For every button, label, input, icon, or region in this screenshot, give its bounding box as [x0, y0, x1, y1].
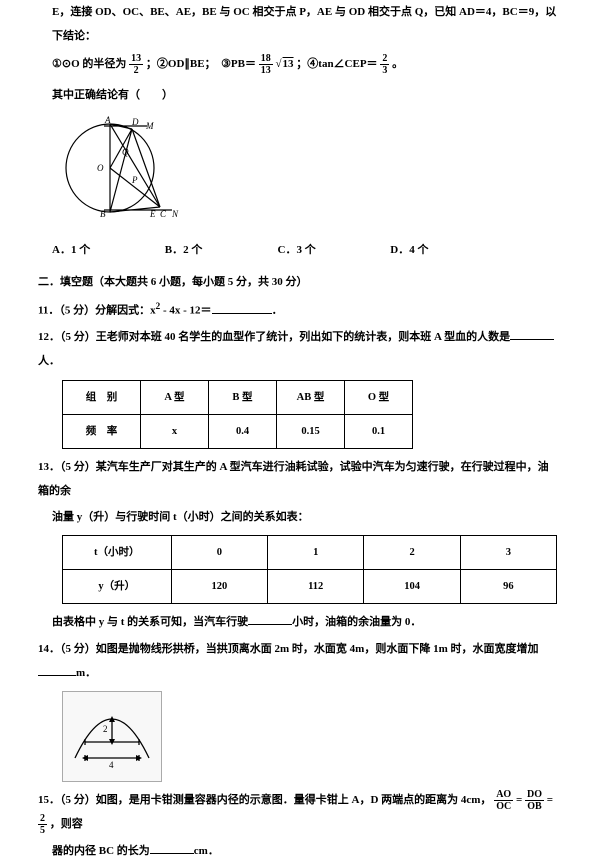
frac-do-ob: DOOB	[525, 789, 544, 812]
table-row: y（升） 120 112 104 96	[63, 570, 557, 604]
q11-suffix: ．	[272, 305, 283, 317]
q14-text: 14．（5 分）如图是抛物线形拱桥，当拱顶离水面 2m 时，水面宽 4m，则水面…	[38, 637, 557, 685]
q13-table: t（小时） 0 1 2 3 y（升） 120 112 104 96	[62, 535, 557, 604]
q13-t3b: 小时，油箱的余油量为 0．	[292, 616, 421, 628]
q13-text3: 由表格中 y 与 t 的关系可知，当汽车行驶 小时，油箱的余油量为 0．	[38, 610, 557, 634]
opt-d: D．4 个	[390, 238, 500, 262]
frac-2-5: 25	[38, 813, 47, 836]
q14-t1: 14．（5 分）如图是抛物线形拱桥，当拱顶离水面 2m 时，水面宽 4m，则水面…	[38, 643, 539, 655]
frac-ao-oc: AOOC	[494, 789, 513, 812]
opt-c: C．3 个	[278, 238, 388, 262]
q15-t1b: ，则容	[50, 818, 83, 830]
q12-r2: 0.15	[277, 414, 345, 448]
q12-text: 12．（5 分）王老师对本班 40 名学生的血型作了统计，列出如下的统计表，则本…	[38, 325, 557, 373]
svg-text:Q: Q	[122, 147, 129, 157]
q14-suffix: m．	[76, 667, 96, 679]
svg-text:4: 4	[109, 760, 114, 770]
q14-blank	[38, 675, 76, 676]
q12-h2: B 型	[209, 380, 277, 414]
q13-h1: 0	[171, 536, 267, 570]
q13-h0: t（小时）	[63, 536, 172, 570]
q12-h1: A 型	[141, 380, 209, 414]
frac-18-13: 18 13	[259, 53, 273, 76]
q12-r1: 0.4	[209, 414, 277, 448]
q12-blank	[510, 339, 554, 340]
q13-r1: 112	[268, 570, 364, 604]
q13-rl: y（升）	[63, 570, 172, 604]
q12-h0: 组 别	[63, 380, 141, 414]
parabola-diagram: 2 4	[62, 691, 162, 782]
q11-prefix: 11．（5 分）分解因式：x	[38, 305, 156, 317]
svg-text:O: O	[97, 163, 104, 173]
q12-r0: x	[141, 414, 209, 448]
table-row: 频 率 x 0.4 0.15 0.1	[63, 414, 413, 448]
q13-text2: 油量 y（升）与行驶时间 t（小时）之间的关系如表：	[38, 505, 557, 529]
q12-h3: AB 型	[277, 380, 345, 414]
circle-diagram: A D M O Q P B E C N	[62, 113, 557, 232]
q10-options: A．1 个 B．2 个 C．3 个 D．4 个	[38, 238, 557, 262]
svg-text:D: D	[131, 117, 139, 127]
svg-text:M: M	[145, 121, 154, 131]
q13-h4: 3	[460, 536, 556, 570]
frac-13-2: 13 2	[129, 53, 143, 76]
q10-item1b: ；②OD∥BE； ③PB＝	[146, 58, 256, 70]
q10-line2: 其中正确结论有（ ）	[38, 83, 557, 107]
svg-text:E: E	[149, 209, 156, 219]
q13-h2: 1	[268, 536, 364, 570]
q12-rl: 频 率	[63, 414, 141, 448]
q10-item1a: ①⊙O 的半径为	[52, 58, 126, 70]
q12-text-span: 12．（5 分）王老师对本班 40 名学生的血型作了统计，列出如下的统计表，则本…	[38, 331, 510, 343]
sqrt-13: √13	[275, 58, 293, 70]
q10-items: ①⊙O 的半径为 13 2 ；②OD∥BE； ③PB＝ 18 13 √13 ；④…	[38, 52, 557, 76]
q15-t2a: 器的内径 BC 的长为	[52, 845, 150, 857]
q13-r2: 104	[364, 570, 460, 604]
q10-item1d: 。	[392, 58, 403, 70]
q13-t3a: 由表格中 y 与 t 的关系可知，当汽车行驶	[52, 616, 248, 628]
q11: 11．（5 分）分解因式：x2 - 4x - 12＝．	[38, 296, 557, 323]
frac-2-3: 2 3	[380, 53, 389, 76]
q13-r0: 120	[171, 570, 267, 604]
svg-text:B: B	[100, 209, 106, 219]
q13-text1: 13．（5 分）某汽车生产厂对其生产的 A 型汽车进行油耗试验，试验中汽车为匀速…	[38, 455, 557, 503]
q15-t1a: 15．（5 分）如图，是用卡钳测量容器内径的示意图．量得卡钳上 A，D 两端点的…	[38, 794, 491, 806]
svg-text:N: N	[171, 209, 179, 219]
table-row: t（小时） 0 1 2 3	[63, 536, 557, 570]
q12-suffix: 人．	[38, 355, 60, 367]
q11-blank	[212, 313, 272, 314]
q12-h4: O 型	[345, 380, 413, 414]
q13-h3: 2	[364, 536, 460, 570]
q12-r3: 0.1	[345, 414, 413, 448]
opt-a: A．1 个	[52, 238, 162, 262]
svg-text:A: A	[104, 115, 111, 125]
q13-r3: 96	[460, 570, 556, 604]
svg-text:C: C	[160, 209, 167, 219]
svg-text:P: P	[131, 175, 138, 185]
q11-mid: - 4x - 12＝	[160, 305, 211, 317]
section-2-header: 二．填空题（本大题共 6 小题，每小题 5 分，共 30 分）	[38, 270, 557, 294]
opt-b: B．2 个	[165, 238, 275, 262]
q12-table: 组 别 A 型 B 型 AB 型 O 型 频 率 x 0.4 0.15 0.1	[62, 380, 413, 449]
q10-item1c: ；④tan∠CEP＝	[296, 58, 377, 70]
q15-blank	[150, 853, 194, 854]
table-row: 组 别 A 型 B 型 AB 型 O 型	[63, 380, 413, 414]
q15-text1: 15．（5 分）如图，是用卡钳测量容器内径的示意图．量得卡钳上 A，D 两端点的…	[38, 788, 557, 836]
svg-text:2: 2	[103, 724, 108, 734]
q15-t2b: cm．	[194, 845, 219, 857]
q13-blank	[248, 624, 292, 625]
q15-text2: 器的内径 BC 的长为 cm．	[38, 839, 557, 863]
q10-line1: E，连接 OD、OC、BE、AE，BE 与 OC 相交于点 P，AE 与 OD …	[38, 0, 557, 48]
